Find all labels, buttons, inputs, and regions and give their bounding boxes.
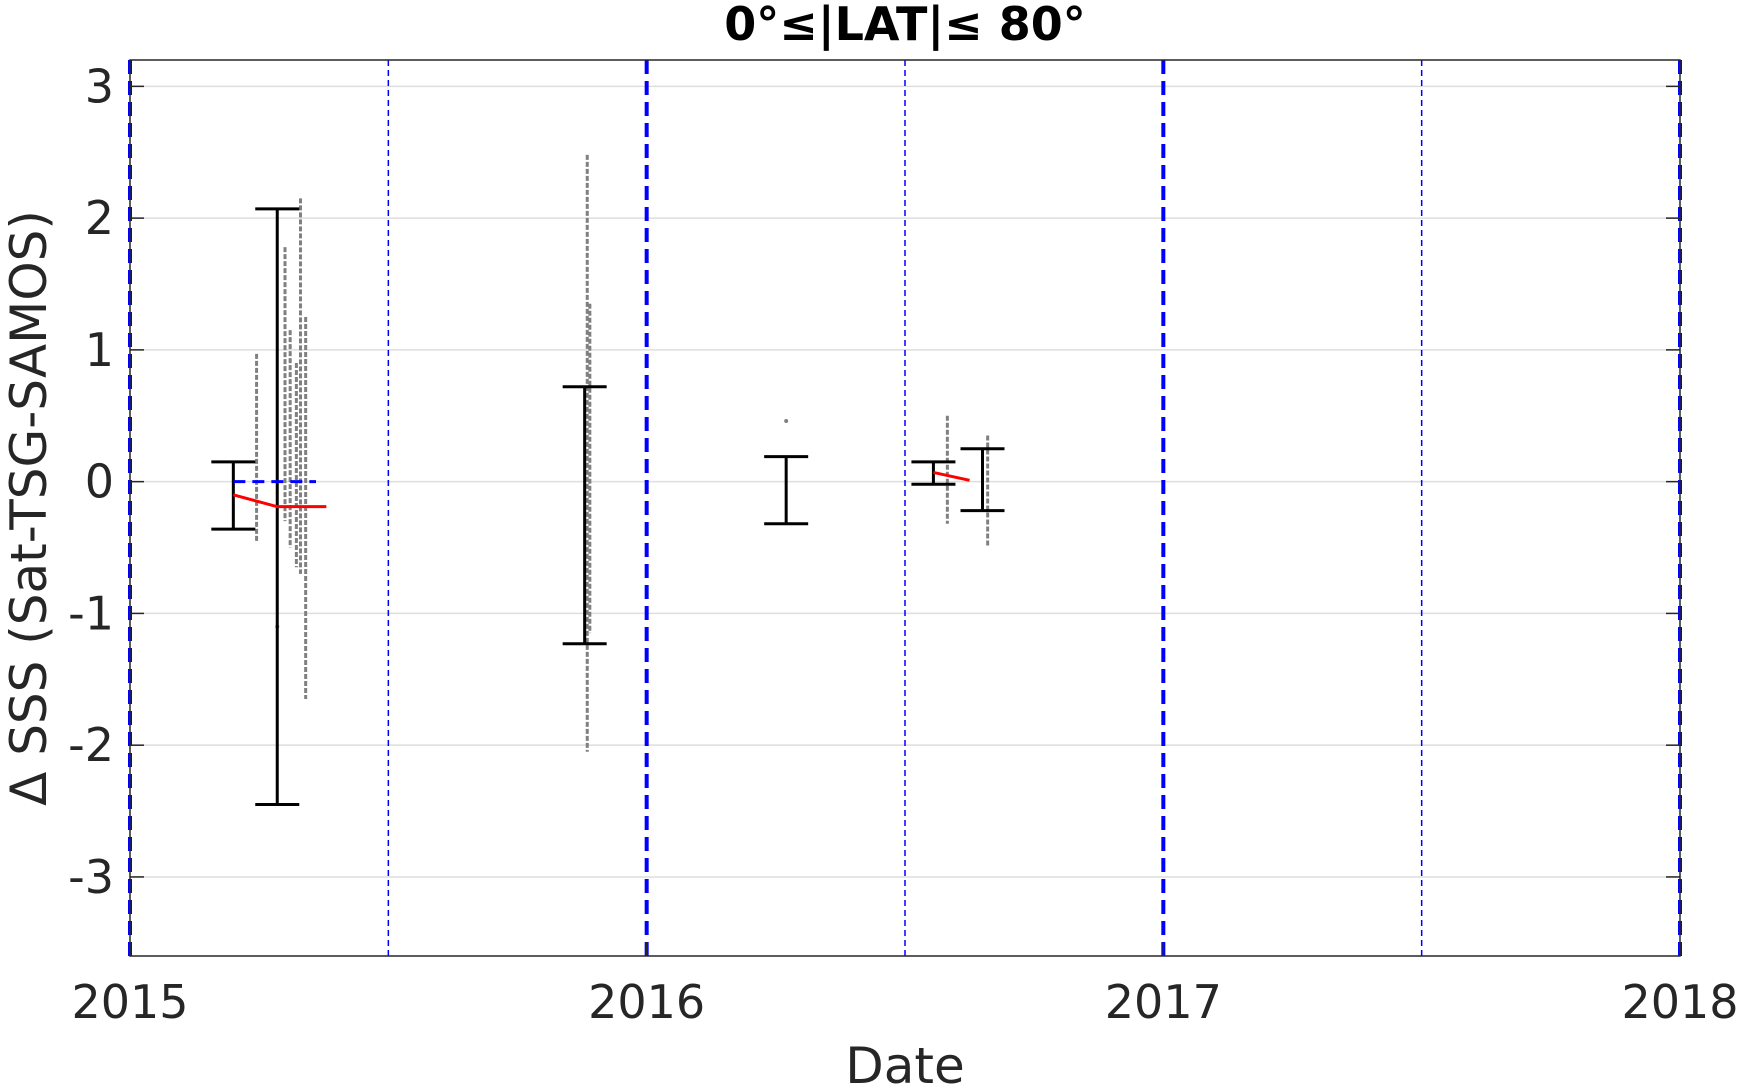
- y-axis: -3 -2 -1 0 1 2 3: [68, 59, 1680, 904]
- x-axis: 2015 2016 2017 2018: [71, 942, 1739, 1029]
- x-axis-label: Date: [845, 1037, 965, 1087]
- mean-line: [933, 470, 970, 482]
- y-tick-label: -1: [68, 586, 114, 640]
- plot-frame: [129, 59, 1681, 957]
- y-tick-label: 2: [85, 191, 114, 245]
- data-point: [784, 419, 789, 424]
- chart-title: 0°≤|LAT|≤ 80°: [724, 0, 1085, 52]
- x-tick-label: 2015: [71, 975, 188, 1029]
- y-axis-label: Δ SSS (Sat-TSG-SAMOS): [0, 210, 58, 806]
- mean-lines: [232, 470, 970, 509]
- x-tick-label: 2016: [588, 975, 705, 1029]
- x-tick-label: 2017: [1105, 975, 1222, 1029]
- y-tick-label: -3: [68, 850, 114, 904]
- plot-background: [130, 60, 1680, 956]
- y-tick-label: 3: [85, 59, 114, 113]
- y-tick-label: 1: [85, 323, 114, 377]
- y-tick-label: 0: [85, 455, 114, 509]
- y-tick-label: -2: [68, 718, 114, 772]
- x-tick-label: 2018: [1621, 975, 1738, 1029]
- mean-line: [232, 493, 327, 509]
